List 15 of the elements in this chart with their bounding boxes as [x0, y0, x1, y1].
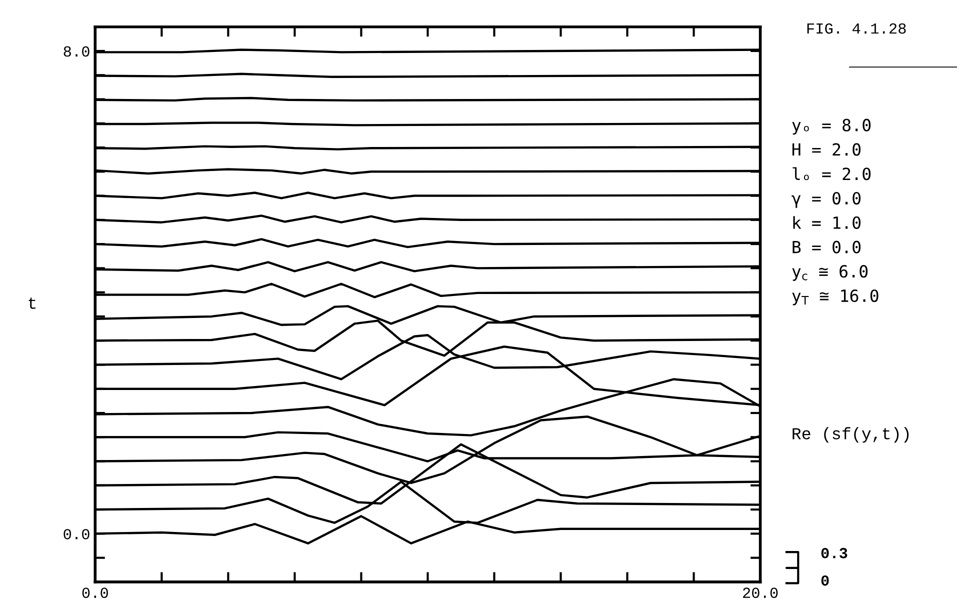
text: y$_{T}$ ≅ 16.0	[792, 289, 878, 306]
text: γ = 0.0	[792, 192, 861, 208]
text: k = 1.0	[793, 216, 861, 229]
text: y$_{c}$ ≅ 6.0	[792, 265, 868, 281]
text: yₒ = 8.0	[792, 118, 871, 135]
y-tick-label: 8.0	[64, 46, 90, 57]
y-axis-title: t	[28, 298, 36, 309]
text: H = 2.0	[792, 143, 861, 156]
caption: FIG. 4.1.28	[807, 23, 906, 34]
text: 0.3	[821, 548, 848, 558]
text: 0	[821, 575, 829, 586]
x-tick-label: 20.0	[743, 588, 778, 598]
text: B = 0.0	[792, 240, 861, 254]
text: Re (sf(y,t))	[792, 427, 909, 443]
text: lₒ = 2.0	[792, 167, 871, 180]
